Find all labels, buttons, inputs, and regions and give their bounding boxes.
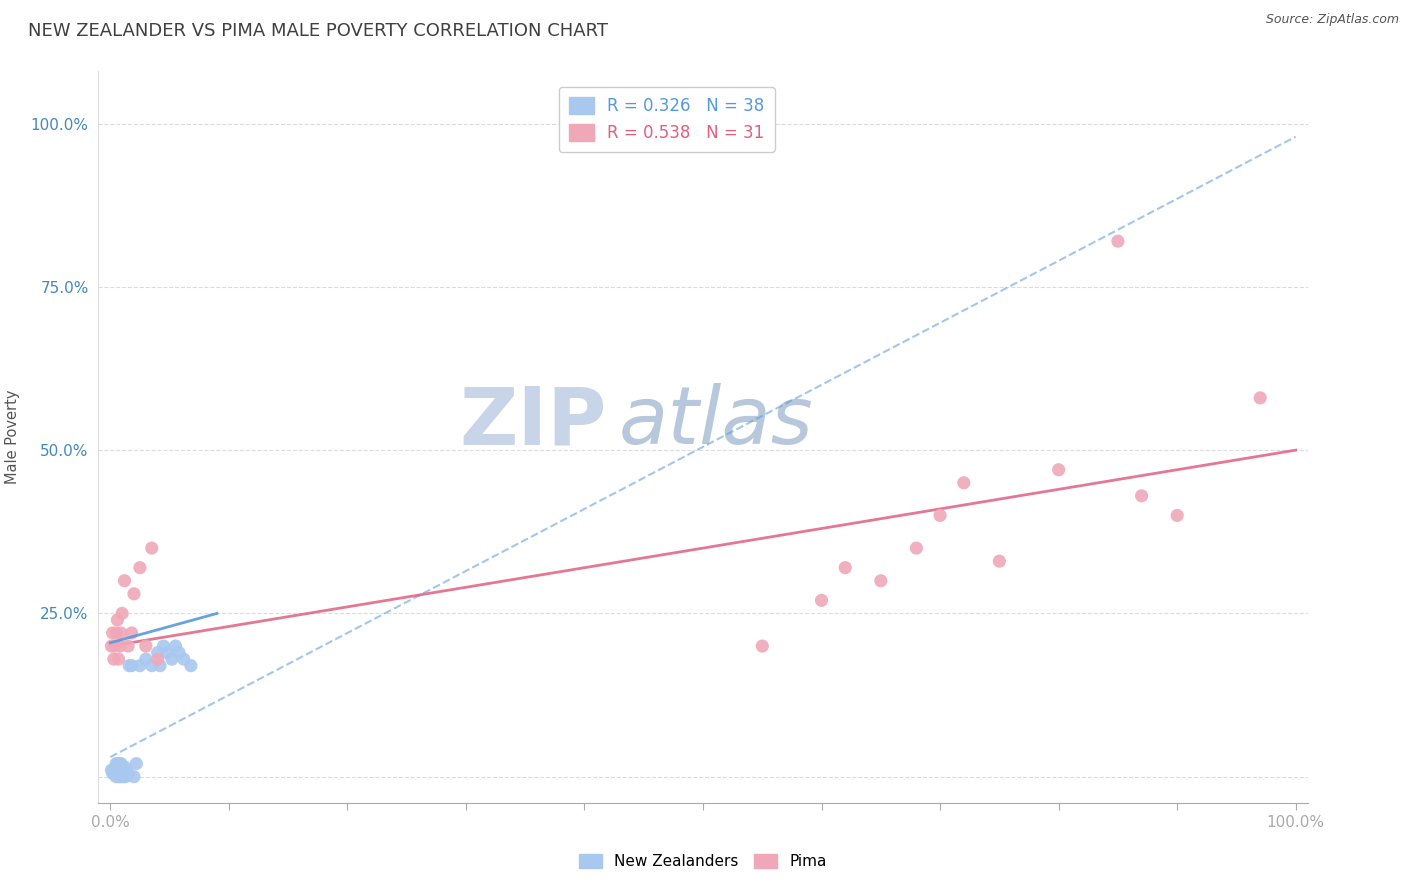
Point [929,508,952,523]
Point [129,560,152,574]
Text: atlas: atlas [619,384,813,461]
Point [100,763,122,777]
Point [105,770,128,784]
Point [105,613,128,627]
Point [114,766,136,780]
Point [112,770,135,784]
Point [1166,508,1188,523]
Point [105,766,128,780]
Point [110,770,132,784]
Point [103,763,125,777]
Point [110,626,132,640]
Point [141,541,163,555]
Point [905,541,928,555]
Text: NEW ZEALANDER VS PIMA MALE POVERTY CORRELATION CHART: NEW ZEALANDER VS PIMA MALE POVERTY CORRE… [28,22,609,40]
Point [111,763,134,777]
Point [165,639,187,653]
Point [152,639,174,653]
Point [125,756,148,771]
Point [180,658,202,673]
Point [167,646,190,660]
Point [111,607,134,621]
Point [952,475,974,490]
Point [156,646,179,660]
Point [141,658,163,673]
Point [107,770,129,784]
Text: ZIP: ZIP [458,384,606,461]
Point [869,574,891,588]
Point [1107,234,1129,248]
Point [173,652,195,666]
Point [104,766,127,780]
Point [105,626,128,640]
Point [114,574,136,588]
Legend: New Zealanders, Pima: New Zealanders, Pima [574,848,832,875]
Point [135,652,157,666]
Point [122,587,145,601]
Point [108,766,131,780]
Y-axis label: Male Poverty: Male Poverty [4,390,20,484]
Point [100,639,122,653]
Point [108,760,131,774]
Point [135,639,157,653]
Point [118,658,141,673]
Point [110,756,132,771]
Point [122,770,145,784]
Point [146,652,169,666]
Point [1130,489,1153,503]
Point [107,756,129,771]
Point [810,593,832,607]
Point [117,766,139,780]
Point [121,626,143,640]
Point [146,646,169,660]
Text: Source: ZipAtlas.com: Source: ZipAtlas.com [1265,13,1399,27]
Point [107,652,129,666]
Point [101,766,124,780]
Point [104,639,127,653]
Point [149,658,172,673]
Point [988,554,1011,568]
Point [108,639,131,653]
Point [751,639,773,653]
Point [129,658,152,673]
Point [105,756,128,771]
Point [114,770,136,784]
Point [834,560,856,574]
Point [1249,391,1271,405]
Point [117,639,139,653]
Point [111,766,134,780]
Point [101,626,124,640]
Point [1047,463,1070,477]
Legend: R = 0.326   N = 38, R = 0.538   N = 31: R = 0.326 N = 38, R = 0.538 N = 31 [560,87,775,152]
Point [121,658,143,673]
Point [115,763,138,777]
Point [160,652,183,666]
Point [114,760,136,774]
Point [103,652,125,666]
Point [105,760,128,774]
